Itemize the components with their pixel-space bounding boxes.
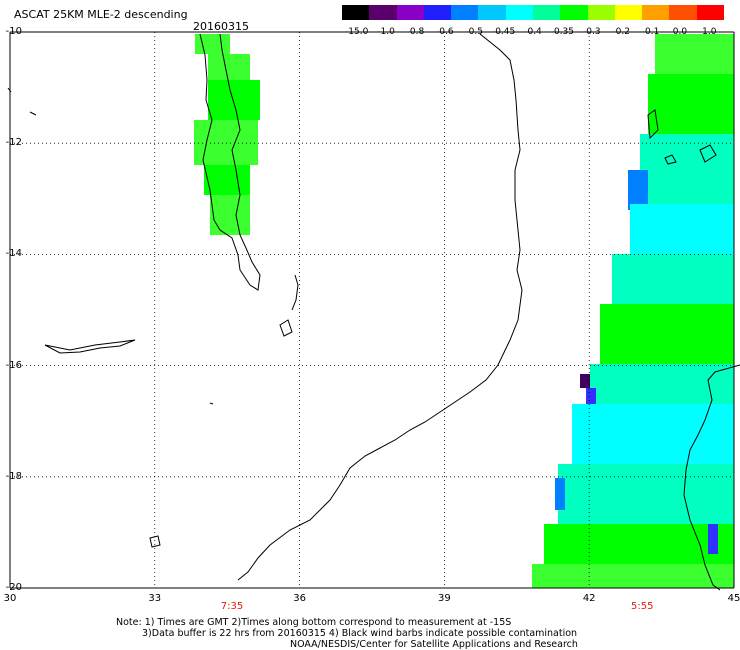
longitude-label: 45 [727, 593, 740, 604]
wind-cell [210, 195, 250, 235]
pass-time: 5:55 [631, 601, 654, 612]
latitude-label: -12 [5, 137, 22, 149]
coastlines [7, 33, 740, 591]
wind-cell [628, 170, 648, 210]
map-title: ASCAT 25KM MLE-2 descending [14, 8, 188, 21]
colorbar [342, 5, 725, 20]
map-date: 20160315 [193, 20, 249, 33]
wind-cell [586, 388, 596, 404]
colorbar-segment [451, 5, 479, 20]
colorbar-segment [396, 5, 425, 20]
wind-cell [612, 254, 734, 304]
note-line-1: Note: 1) Times are GMT 2)Times along bot… [116, 617, 512, 628]
wind-cell [204, 165, 250, 195]
longitude-label: 30 [3, 593, 17, 604]
graticule [9, 31, 735, 589]
colorbar-segment [369, 5, 398, 20]
wind-cell [600, 304, 734, 364]
wind-cell [208, 54, 250, 80]
wind-cell [580, 374, 590, 388]
longitude-label: 42 [582, 593, 596, 604]
wind-cell [555, 478, 565, 510]
data-swaths [194, 34, 734, 588]
colorbar-segment [642, 5, 670, 20]
wind-cell [655, 34, 734, 74]
latitude-label: -18 [5, 470, 22, 482]
colorbar-segment [696, 5, 725, 20]
longitude-label: 39 [438, 593, 451, 604]
wind-cell [590, 364, 734, 404]
longitude-label: 36 [293, 593, 306, 604]
wind-cell [640, 134, 734, 204]
note-line-2: 3)Data buffer is 22 hrs from 20160315 4)… [142, 628, 578, 639]
wind-cell [558, 464, 734, 524]
wind-cell [194, 120, 258, 165]
wind-cell [708, 524, 718, 554]
colorbar-segment [478, 5, 507, 20]
colorbar-segment [669, 5, 698, 20]
colorbar-segment [560, 5, 589, 20]
colorbar-segment [505, 5, 534, 20]
latitude-label: -10 [5, 26, 22, 37]
latitude-label: -20 [5, 582, 22, 593]
wind-cell [630, 204, 734, 254]
wind-cell [544, 524, 734, 564]
latitude-label: -16 [5, 359, 22, 371]
colorbar-segment [587, 5, 616, 20]
colorbar-segment [423, 5, 452, 20]
wind-cell [648, 74, 734, 134]
wind-cell [572, 404, 734, 464]
colorbar-segment [342, 5, 370, 20]
colorbar-segment [614, 5, 643, 20]
wind-cell [208, 80, 260, 120]
wind-cell [532, 564, 734, 588]
latitude-label: -14 [5, 248, 22, 260]
longitude-label: 33 [148, 593, 162, 604]
note-line-3: NOAA/NESDIS/Center for Satellite Applica… [290, 639, 578, 650]
colorbar-segment [533, 5, 561, 20]
pass-time: 7:35 [220, 601, 244, 612]
